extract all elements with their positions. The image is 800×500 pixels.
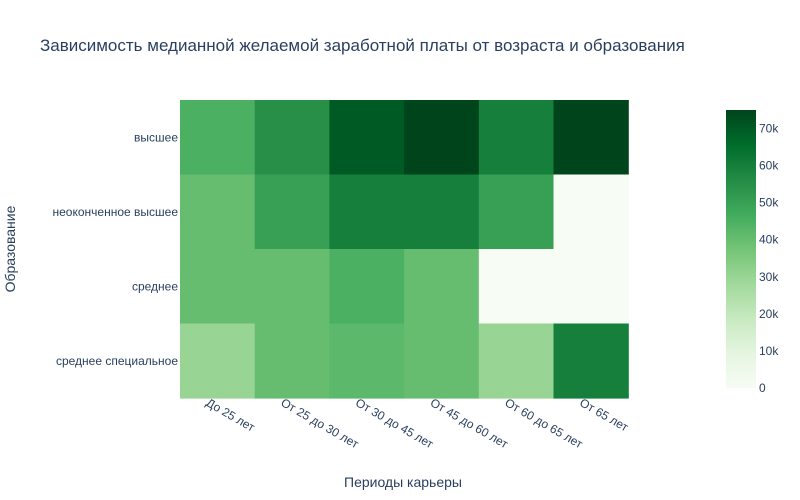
y-axis-ticks: высшее неоконченное высшее среднее среднее … <box>53 130 179 367</box>
y-tick-label: среднее <box>132 279 178 293</box>
heatmap-cell <box>404 249 480 325</box>
x-tick-label: От 60 до 65 лет <box>502 395 585 451</box>
colorbar-tick-label: 60k <box>759 159 779 173</box>
x-tick-label: От 30 до 45 лет <box>353 395 436 451</box>
heatmap-cell <box>329 174 405 250</box>
colorbar-tick-label: 30k <box>759 270 779 284</box>
heatmap-cell <box>553 174 629 250</box>
y-axis-title: Образование <box>2 205 18 292</box>
heatmap-cell <box>254 249 330 325</box>
colorbar-tick-label: 40k <box>759 233 779 247</box>
colorbar <box>726 110 756 388</box>
heatmap-cell <box>478 174 555 250</box>
heatmap-cell <box>553 100 629 176</box>
heatmap-cell <box>254 100 330 176</box>
heatmap-cells <box>180 100 629 399</box>
heatmap-cell <box>180 323 256 399</box>
heatmap-cell <box>180 249 256 325</box>
heatmap-cell <box>329 249 405 325</box>
colorbar-ticks: 0 10k 20k 30k 40k 50k 60k 70k <box>759 122 779 396</box>
x-tick-label: От 25 до 30 лет <box>278 395 361 451</box>
colorbar-tick-label: 10k <box>759 344 779 358</box>
y-tick-label: высшее <box>134 130 178 144</box>
heatmap-cell <box>553 323 629 399</box>
heatmap-cell <box>553 249 629 325</box>
chart-title: Зависимость медианной желаемой заработно… <box>40 36 685 55</box>
heatmap-cell <box>404 323 480 399</box>
colorbar-tick-label: 0 <box>759 381 766 395</box>
colorbar-tick-label: 50k <box>759 196 779 210</box>
heatmap-cell <box>180 174 256 250</box>
colorbar-tick-label: 70k <box>759 122 779 136</box>
x-tick-label: До 25 лет <box>204 395 258 434</box>
x-tick-label: От 65 лет <box>577 395 631 434</box>
heatmap-cell <box>404 174 480 250</box>
colorbar-tick-label: 20k <box>759 307 779 321</box>
heatmap-cell <box>254 174 330 250</box>
heatmap-cell <box>329 100 405 176</box>
heatmap-cell <box>478 323 555 399</box>
heatmap-cell <box>329 323 405 399</box>
heatmap-cell <box>254 323 330 399</box>
x-tick-label: От 45 до 60 лет <box>428 395 511 451</box>
heatmap-cell <box>180 100 256 176</box>
heatmap-cell <box>404 100 480 176</box>
heatmap-cell <box>478 249 555 325</box>
heatmap-cell <box>478 100 555 176</box>
x-axis-title: Периоды карьеры <box>344 474 462 490</box>
y-tick-label: среднее специальное <box>56 354 178 368</box>
y-tick-label: неоконченное высшее <box>53 205 179 219</box>
